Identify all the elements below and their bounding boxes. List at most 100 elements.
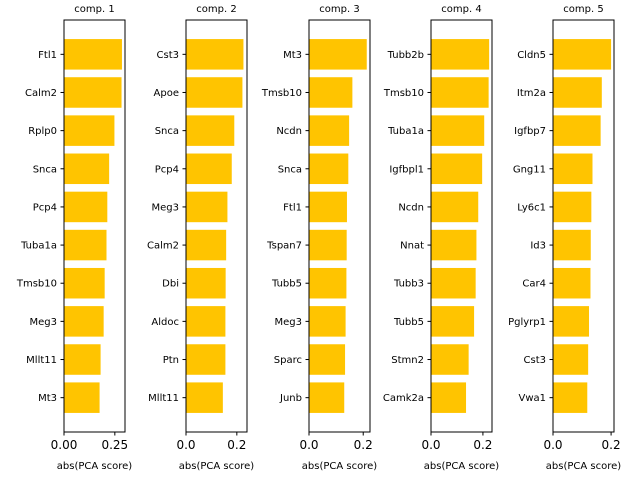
y-tick-label: Ncdn — [276, 126, 302, 137]
y-tick-label: Nnat — [400, 241, 424, 252]
bar-snca — [186, 115, 235, 146]
bar-ptn — [186, 344, 226, 375]
panel-2: Cst3 Apoe Snca Pcp4 Meg3 Calm2 Dbi Aldoc Ptn Mllt… — [147, 4, 254, 472]
y-tick-label: Itm2a — [517, 88, 546, 99]
y-tick-label: Meg3 — [275, 317, 303, 328]
bar-cst3 — [186, 39, 244, 70]
panel-3: Mt3 Tmsb10 Ncdn Snca Ftl1 Tspan7 Tubb5 Meg3 Spar… — [261, 4, 377, 472]
bar-dbi — [186, 267, 226, 299]
x-tick-label: 0.0 — [299, 438, 318, 452]
x-axis-label: abs(PCA score) — [302, 461, 377, 472]
bar-camk2a — [431, 382, 467, 413]
panel-title: comp. 3 — [319, 4, 359, 15]
y-tick-label: Tmsb10 — [261, 88, 302, 99]
bar-aldoc — [186, 306, 226, 337]
bar-tubb3 — [431, 267, 476, 299]
y-tick-label: Apoe — [154, 88, 179, 99]
x-tick-label: 0.0 — [176, 438, 195, 452]
y-tick-label: Ly6c1 — [517, 202, 546, 213]
bar-tspan7 — [309, 229, 347, 261]
panel-title: comp. 4 — [441, 4, 481, 15]
panel-title: comp. 5 — [563, 4, 603, 15]
bar-tubb5 — [309, 267, 347, 299]
x-tick-label: 0.25 — [101, 438, 128, 452]
axes-frame — [63, 19, 126, 433]
bar-snca — [309, 153, 349, 185]
bar-pcp4 — [186, 153, 232, 185]
x-axis-label: abs(PCA score) — [424, 461, 499, 472]
y-tick-label: Snca — [278, 164, 302, 175]
y-tick-label: Pcp4 — [33, 202, 57, 213]
x-tick-label: 0.2 — [354, 438, 373, 452]
bar-rplp0 — [64, 115, 115, 146]
bar-ftl1 — [64, 39, 122, 70]
bar-cst3 — [553, 344, 589, 375]
bar-mllt11 — [186, 382, 223, 413]
bar-mt3 — [64, 382, 100, 413]
x-tick-label: 0.2 — [602, 438, 621, 452]
panel-title: comp. 2 — [196, 4, 236, 15]
bar-igfbp7 — [553, 115, 601, 146]
bar-pcp4 — [64, 191, 108, 223]
panel-1: Ftl1 Calm2 Rplp0 Snca Pcp4 Tuba1a Tmsb10 Meg3 Ml… — [16, 4, 132, 472]
y-tick-label: Igfbpl1 — [389, 164, 424, 175]
x-tick-label: 0.0 — [421, 438, 440, 452]
x-tick-label: 0.2 — [473, 438, 492, 452]
bar-tuba1a — [64, 229, 107, 261]
y-tick-label: Dbi — [162, 279, 179, 290]
bar-tmsb10 — [431, 77, 489, 108]
y-tick-label: Meg3 — [30, 317, 58, 328]
y-tick-label: Pcp4 — [155, 164, 179, 175]
bar-snca — [64, 153, 110, 185]
y-tick-label: Pglyrp1 — [508, 317, 546, 328]
x-tick-label: 0.2 — [227, 438, 246, 452]
bar-meg3 — [64, 306, 104, 337]
y-tick-label: Snca — [33, 164, 57, 175]
x-tick-label: 0.0 — [543, 438, 562, 452]
bar-ly6c1 — [553, 191, 592, 223]
bar-id3 — [553, 229, 591, 261]
bar-meg3 — [309, 306, 346, 337]
y-tick-label: Mt3 — [283, 50, 302, 61]
bar-tubb5 — [431, 306, 475, 337]
x-axis-label: abs(PCA score) — [179, 461, 254, 472]
bar-cldn5 — [553, 39, 612, 70]
bar-tmsb10 — [64, 267, 105, 299]
bar-itm2a — [553, 77, 602, 108]
x-axis-label: abs(PCA score) — [546, 461, 621, 472]
bar-ncdn — [309, 115, 350, 146]
y-tick-label: Tmsb10 — [16, 279, 57, 290]
y-tick-label: Gng11 — [513, 164, 546, 175]
bar-nnat — [431, 229, 477, 261]
y-tick-label: Mt3 — [38, 393, 57, 404]
y-tick-label: Ptn — [163, 355, 179, 366]
y-tick-label: Tubb2b — [387, 50, 424, 61]
bar-tmsb10 — [309, 77, 353, 108]
y-tick-label: Ftl1 — [283, 202, 302, 213]
bar-apoe — [186, 77, 243, 108]
y-tick-label: Car4 — [522, 279, 546, 290]
bar-ncdn — [431, 191, 479, 223]
x-axis-label: abs(PCA score) — [57, 461, 132, 472]
y-tick-label: Tubb5 — [271, 279, 302, 290]
bar-tubb2b — [431, 39, 490, 70]
bar-ftl1 — [309, 191, 347, 223]
axes-frame — [430, 19, 493, 433]
y-tick-label: Stmn2 — [391, 355, 424, 366]
y-tick-label: Meg3 — [152, 202, 180, 213]
y-tick-label: Camk2a — [383, 393, 424, 404]
y-tick-label: Id3 — [530, 241, 546, 252]
y-tick-label: Vwa1 — [518, 393, 546, 404]
bar-meg3 — [186, 191, 228, 223]
y-tick-label: Ncdn — [398, 202, 424, 213]
x-tick-label: 0.00 — [51, 438, 78, 452]
bar-tuba1a — [431, 115, 485, 146]
bar-mt3 — [309, 39, 367, 70]
y-tick-label: Rplp0 — [28, 126, 57, 137]
axes-frame — [552, 19, 615, 433]
y-tick-label: Igfbp7 — [514, 126, 546, 137]
y-tick-label: Mllt11 — [148, 393, 179, 404]
panel-title: comp. 1 — [74, 4, 114, 15]
y-tick-label: Snca — [155, 126, 179, 137]
